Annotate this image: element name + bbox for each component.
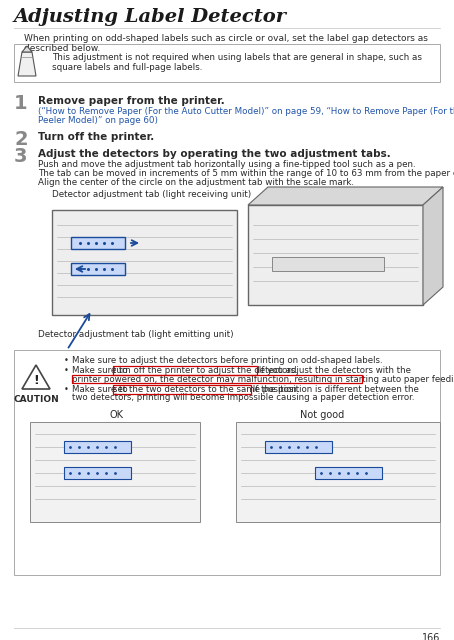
Text: Not good: Not good <box>300 410 344 420</box>
Text: 1: 1 <box>14 94 28 113</box>
Text: If the position is different between the: If the position is different between the <box>250 385 419 394</box>
FancyBboxPatch shape <box>236 422 440 522</box>
Text: 3: 3 <box>14 147 28 166</box>
Text: turn off the printer to adjust the detectors.: turn off the printer to adjust the detec… <box>114 366 298 375</box>
Text: 166: 166 <box>422 633 440 640</box>
FancyBboxPatch shape <box>71 263 125 275</box>
Text: The tab can be moved in increments of 5 mm within the range of 10 to 63 mm from : The tab can be moved in increments of 5 … <box>38 169 454 178</box>
Text: Peeler Model)” on page 60): Peeler Model)” on page 60) <box>38 116 158 125</box>
Text: Adjusting Label Detector: Adjusting Label Detector <box>14 8 287 26</box>
Text: (“How to Remove Paper (For the Auto Cutter Model)” on page 59, “How to Remove Pa: (“How to Remove Paper (For the Auto Cutt… <box>38 107 454 116</box>
FancyBboxPatch shape <box>64 467 131 479</box>
FancyBboxPatch shape <box>14 350 440 575</box>
Polygon shape <box>248 187 443 205</box>
FancyBboxPatch shape <box>30 422 200 522</box>
FancyBboxPatch shape <box>272 257 384 271</box>
Polygon shape <box>423 187 443 305</box>
Text: •: • <box>64 366 69 375</box>
Text: Turn off the printer.: Turn off the printer. <box>38 132 154 142</box>
Text: Make sure to adjust the detectors before printing on odd-shaped labels.: Make sure to adjust the detectors before… <box>72 356 383 365</box>
Text: Detector adjustment tab (light receiving unit): Detector adjustment tab (light receiving… <box>52 190 251 199</box>
Text: This adjustment is not required when using labels that are general in shape, suc: This adjustment is not required when usi… <box>52 53 425 62</box>
FancyBboxPatch shape <box>265 441 332 453</box>
Text: Push and move the adjustment tab horizontally using a fine-tipped tool such as a: Push and move the adjustment tab horizon… <box>38 160 415 169</box>
Text: OK: OK <box>109 410 123 420</box>
FancyBboxPatch shape <box>315 467 382 479</box>
Text: CAUTION: CAUTION <box>13 395 59 404</box>
Text: •: • <box>64 356 69 365</box>
FancyBboxPatch shape <box>52 210 237 315</box>
Text: set the two detectors to the same position.: set the two detectors to the same positi… <box>114 385 300 394</box>
Text: two detectors, printing will become impossible causing a paper detection error.: two detectors, printing will become impo… <box>72 394 415 403</box>
Text: Remove paper from the printer.: Remove paper from the printer. <box>38 96 225 106</box>
FancyBboxPatch shape <box>14 44 440 82</box>
FancyBboxPatch shape <box>64 441 131 453</box>
FancyBboxPatch shape <box>248 205 423 305</box>
Text: If you adjust the detectors with the: If you adjust the detectors with the <box>257 366 411 375</box>
Text: !: ! <box>33 374 39 387</box>
Polygon shape <box>22 46 32 52</box>
Text: Align the center of the circle on the adjustment tab with the scale mark.: Align the center of the circle on the ad… <box>38 178 354 187</box>
Polygon shape <box>18 52 36 76</box>
Polygon shape <box>22 365 50 389</box>
Text: •: • <box>64 385 69 394</box>
Text: Make sure to: Make sure to <box>72 385 130 394</box>
Text: When printing on odd-shaped labels such as circle or oval, set the label gap det: When printing on odd-shaped labels such … <box>24 34 428 53</box>
Text: Make sure to: Make sure to <box>72 366 130 375</box>
Text: Adjust the detectors by operating the two adjustment tabs.: Adjust the detectors by operating the tw… <box>38 149 391 159</box>
Text: square labels and full-page labels.: square labels and full-page labels. <box>52 63 202 72</box>
Text: Detector adjustment tab (light emitting unit): Detector adjustment tab (light emitting … <box>38 330 234 339</box>
Text: printer powered on, the detector may malfunction, resulting in starting auto pap: printer powered on, the detector may mal… <box>72 374 454 383</box>
FancyBboxPatch shape <box>71 237 125 249</box>
Text: 2: 2 <box>14 130 28 149</box>
